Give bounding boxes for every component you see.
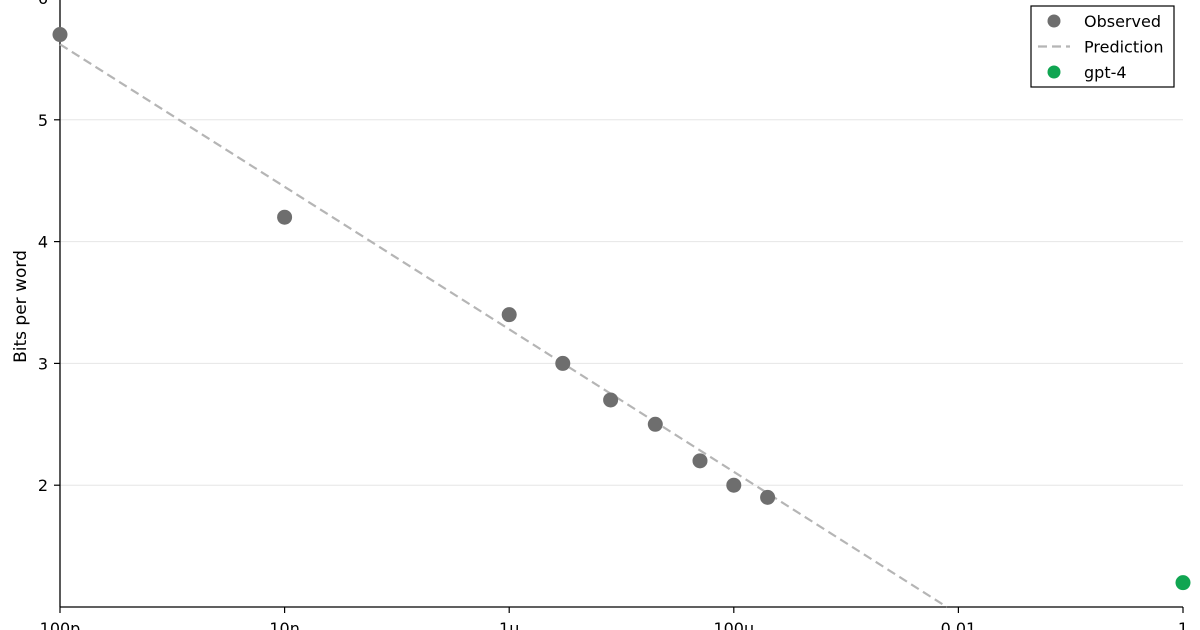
y-tick-label: 2 (38, 476, 48, 495)
x-tick-label: 100μ (713, 619, 754, 630)
legend-swatch-marker (1047, 65, 1061, 79)
x-tick-label: 100p (40, 619, 81, 630)
legend-label: Observed (1084, 12, 1161, 31)
x-tick-label: 10n (269, 619, 300, 630)
grid-lines (60, 119, 1183, 486)
observed-point (52, 27, 68, 43)
observed-point (726, 477, 742, 493)
observed-point (647, 416, 663, 432)
axes (59, 0, 1183, 608)
y-tick-label: 6 (38, 0, 48, 8)
observed-point (555, 355, 571, 371)
observed-point (277, 209, 293, 225)
observed-point (760, 489, 776, 505)
x-tick-label: 1μ (499, 619, 519, 630)
prediction-line-layer (59, 43, 948, 608)
legend-item-prediction: Prediction (1038, 38, 1163, 57)
observed-point (603, 392, 619, 408)
prediction-line (59, 43, 948, 608)
legend-label: gpt-4 (1084, 63, 1127, 82)
x-tick-label: 0.01 (941, 619, 977, 630)
x-tick-label: 1 (1178, 619, 1188, 630)
x-axis-ticks: 100p 10n 1μ 100μ 0.01 1 (40, 607, 1188, 630)
y-tick-label: 5 (38, 111, 48, 130)
gpt4-point (1175, 575, 1191, 591)
legend-item-observed: Observed (1047, 12, 1161, 31)
observed-point (501, 307, 517, 323)
legend-label: Prediction (1084, 38, 1163, 57)
y-tick-label: 4 (38, 233, 48, 252)
y-axis-ticks: 2 3 4 5 6 (38, 0, 60, 495)
y-tick-label: 3 (38, 354, 48, 373)
legend-item-gpt4: gpt-4 (1047, 63, 1127, 82)
observed-point (692, 453, 708, 469)
y-axis-title: Bits per word (11, 250, 31, 363)
data-points-layer (52, 27, 1191, 591)
legend-swatch-marker (1047, 14, 1061, 28)
legend: Observed Prediction gpt-4 (1030, 5, 1175, 88)
